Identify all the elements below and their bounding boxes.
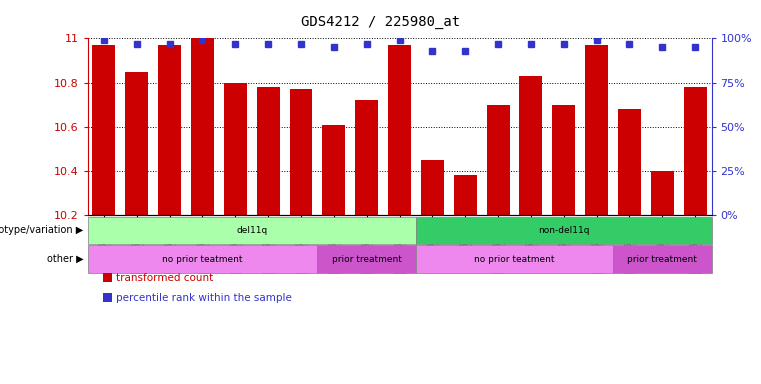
Text: genotype/variation ▶: genotype/variation ▶ bbox=[0, 225, 84, 235]
Text: GDS4212 / 225980_at: GDS4212 / 225980_at bbox=[301, 15, 460, 29]
Bar bbox=[618, 109, 641, 215]
Bar bbox=[486, 105, 510, 215]
Bar bbox=[256, 87, 279, 215]
Bar bbox=[552, 105, 575, 215]
Text: prior treatment: prior treatment bbox=[627, 255, 697, 264]
Bar bbox=[323, 124, 345, 215]
Bar bbox=[388, 45, 411, 215]
Bar bbox=[191, 38, 214, 215]
Bar bbox=[158, 45, 181, 215]
Text: non-del11q: non-del11q bbox=[538, 226, 590, 235]
Text: no prior teatment: no prior teatment bbox=[162, 255, 243, 264]
Bar bbox=[92, 45, 116, 215]
Bar bbox=[585, 45, 608, 215]
Bar bbox=[683, 87, 707, 215]
Text: no prior teatment: no prior teatment bbox=[474, 255, 555, 264]
Bar bbox=[651, 171, 673, 215]
Text: other ▶: other ▶ bbox=[47, 254, 84, 264]
Text: transformed count: transformed count bbox=[116, 273, 214, 283]
Bar bbox=[289, 89, 313, 215]
Text: del11q: del11q bbox=[236, 226, 267, 235]
Bar bbox=[126, 71, 148, 215]
Bar bbox=[355, 100, 378, 215]
Text: prior treatment: prior treatment bbox=[332, 255, 402, 264]
Bar bbox=[520, 76, 543, 215]
Text: percentile rank within the sample: percentile rank within the sample bbox=[116, 293, 292, 303]
Bar bbox=[421, 160, 444, 215]
Bar bbox=[454, 175, 476, 215]
Bar bbox=[224, 83, 247, 215]
